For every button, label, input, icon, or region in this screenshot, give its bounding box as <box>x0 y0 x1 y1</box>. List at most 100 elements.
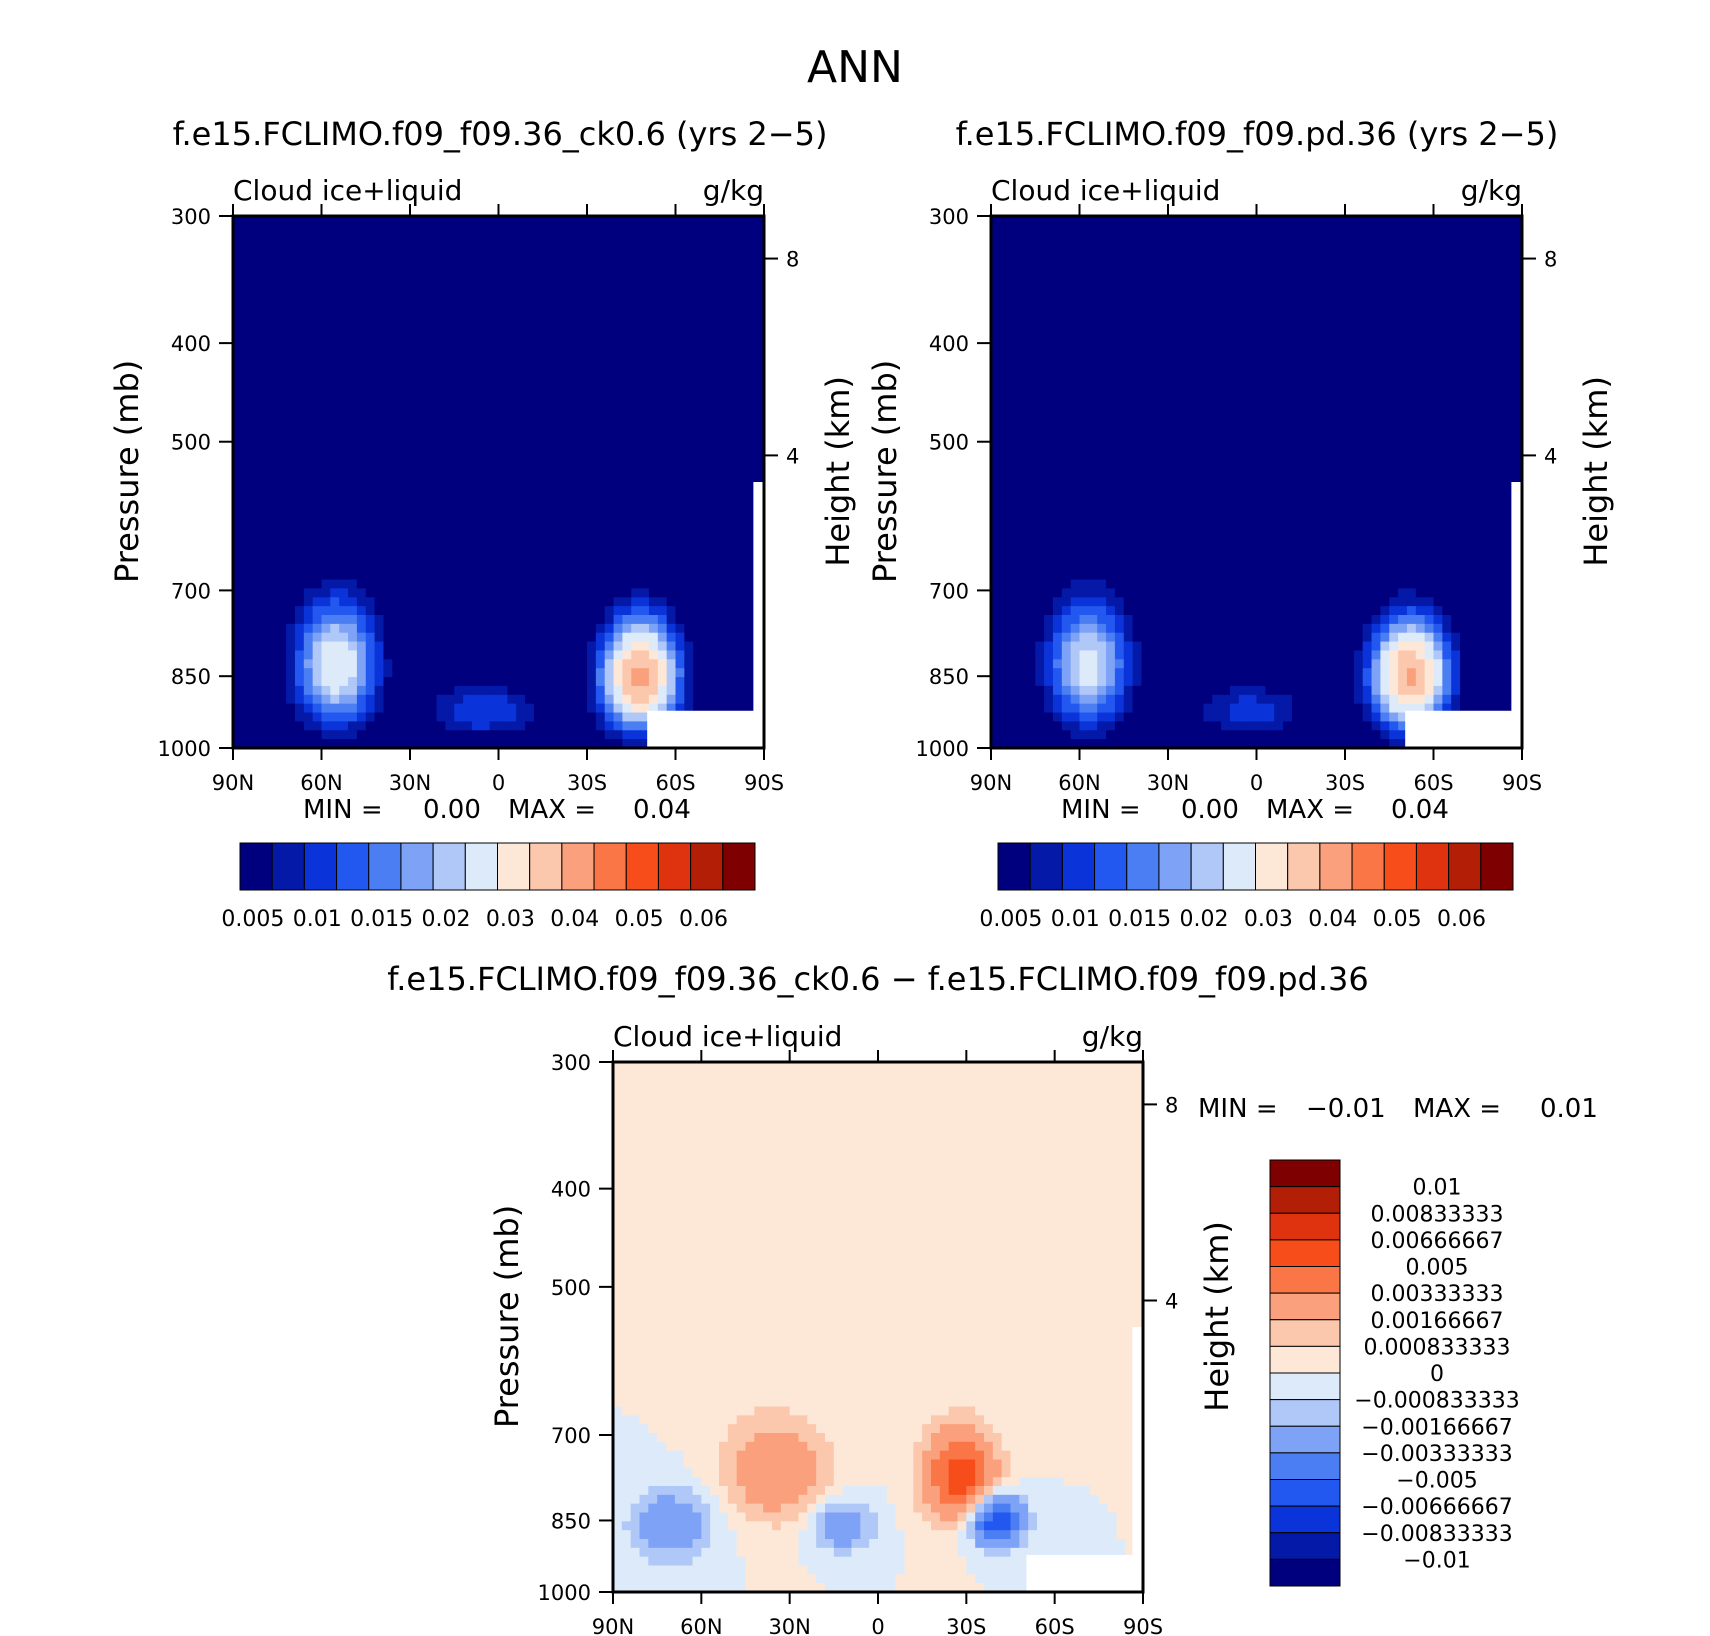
field-cell <box>999 286 1010 297</box>
field-cell <box>1141 224 1151 235</box>
field-cell <box>294 375 305 386</box>
field-cell <box>339 526 349 536</box>
field-cell <box>525 482 535 492</box>
field-cell <box>1194 304 1204 315</box>
field-cell <box>737 384 747 394</box>
field-cell <box>1070 295 1081 306</box>
field-cell <box>737 224 747 235</box>
field-cell <box>1079 384 1089 394</box>
field-cell <box>374 366 385 377</box>
field-cell <box>1229 251 1240 261</box>
field-cell <box>1433 331 1443 341</box>
field-cell <box>489 561 500 572</box>
field-cell <box>1238 349 1249 359</box>
field-cell <box>401 375 411 386</box>
field-cell <box>480 384 491 394</box>
field-cell <box>1212 216 1222 226</box>
field-cell <box>268 703 278 714</box>
field-cell <box>746 482 756 492</box>
field-cell <box>569 233 579 244</box>
field-cell <box>560 349 570 359</box>
field-cell <box>303 632 314 643</box>
field-cell <box>498 623 508 634</box>
field-cell <box>631 739 641 748</box>
field-cell <box>569 278 579 288</box>
field-cell <box>1398 313 1408 323</box>
field-cell <box>746 251 756 261</box>
field-cell <box>410 703 420 714</box>
field-cell <box>445 286 455 297</box>
field-cell <box>1256 393 1266 403</box>
field-cell <box>427 588 438 598</box>
field-cell <box>374 561 385 572</box>
field-cell <box>746 375 756 386</box>
field-cell <box>1291 357 1302 368</box>
field-cell <box>1035 286 1045 297</box>
field-cell <box>507 428 517 439</box>
field-cell <box>587 615 597 625</box>
field-cell <box>471 677 482 687</box>
field-cell <box>604 668 615 678</box>
field-cell <box>471 712 482 722</box>
field-cell <box>1061 322 1072 332</box>
field-cell <box>1185 269 1196 279</box>
field-cell <box>542 544 553 554</box>
field-cell <box>542 535 553 545</box>
field-cell <box>1415 366 1426 377</box>
field-cell <box>303 402 314 412</box>
field-cell <box>1203 269 1213 279</box>
field-cell <box>427 286 438 297</box>
field-cell <box>684 561 694 572</box>
field-cell <box>1451 393 1461 403</box>
field-cell <box>1274 286 1284 297</box>
field-cell <box>1389 260 1399 270</box>
field-cell <box>1079 269 1089 279</box>
field-cell <box>436 499 446 510</box>
field-cell <box>1008 331 1019 341</box>
field-cell <box>1159 331 1169 341</box>
field-cell <box>693 650 703 660</box>
field-cell <box>1194 216 1204 226</box>
field-cell <box>339 357 349 368</box>
field-cell <box>365 286 376 297</box>
field-cell <box>312 349 323 359</box>
field-cell <box>418 286 429 297</box>
field-cell <box>1061 260 1072 270</box>
field-cell <box>578 508 588 519</box>
field-cell <box>286 668 296 678</box>
field-cell <box>631 260 641 270</box>
field-cell <box>604 739 615 748</box>
field-cell <box>1221 286 1231 297</box>
field-cell <box>410 641 420 652</box>
field-cell <box>587 668 597 678</box>
field-cell <box>587 490 597 501</box>
field-cell <box>250 632 261 643</box>
field-cell <box>303 260 314 270</box>
field-cell <box>259 517 269 527</box>
field-cell <box>330 437 340 448</box>
field-cell <box>454 641 464 652</box>
field-cell <box>383 295 393 306</box>
field-cell <box>569 366 579 377</box>
field-cell <box>374 508 385 519</box>
field-cell <box>675 286 685 297</box>
field-cell <box>365 721 376 731</box>
field-cell <box>666 544 677 554</box>
field-cell <box>374 526 385 536</box>
field-cell <box>1451 402 1461 412</box>
field-cell <box>268 402 278 412</box>
field-cell <box>1035 375 1045 386</box>
field-cell <box>294 659 305 669</box>
field-cell <box>666 269 677 279</box>
field-cell <box>1415 375 1426 386</box>
field-cell <box>657 269 668 279</box>
field-cell <box>348 508 358 519</box>
field-cell <box>613 544 623 554</box>
field-cell <box>648 517 659 527</box>
field-cell <box>427 393 438 403</box>
field-cell <box>675 579 685 589</box>
field-cell <box>551 730 562 740</box>
field-cell <box>1495 242 1505 253</box>
field-cell <box>1150 402 1160 412</box>
field-cell <box>410 508 420 519</box>
